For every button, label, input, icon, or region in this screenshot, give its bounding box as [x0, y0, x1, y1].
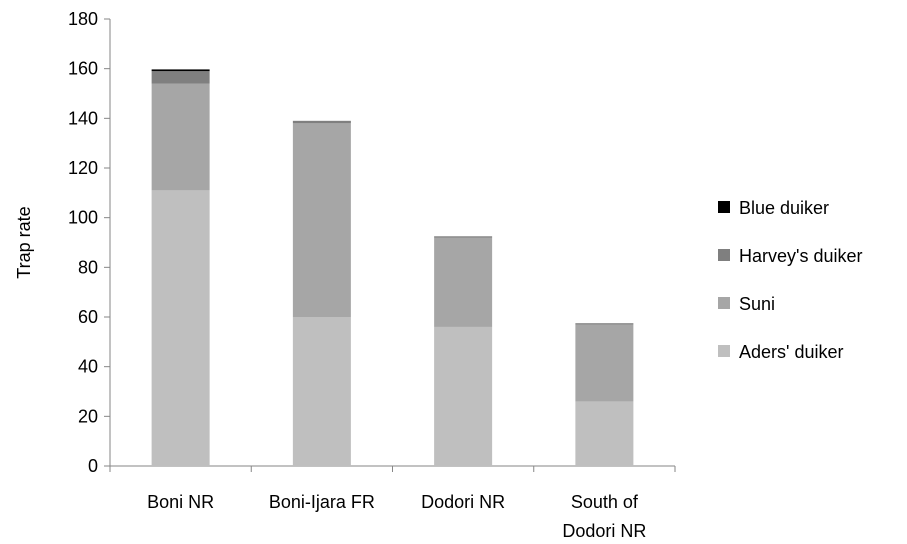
x-tick-label: Boni NR: [147, 492, 214, 512]
y-tick-label: 120: [68, 158, 98, 178]
bar-segment-suni-0: [151, 83, 210, 191]
y-tick-label: 160: [68, 59, 98, 79]
x-tick-label: Dodori NR: [562, 521, 646, 541]
bar-segment-aders-duiker-2: [434, 326, 493, 466]
bar-segment-blue-duiker-0: [151, 69, 210, 72]
bar-segment-suni-3: [575, 324, 634, 402]
bar-segment-aders-duiker-3: [575, 401, 634, 466]
x-tick-label: Boni-Ijara FR: [269, 492, 375, 512]
legend: Blue duiker Harvey's duiker Suni Aders' dui…: [718, 198, 862, 362]
legend-label: Harvey's duiker: [739, 246, 862, 266]
bar-segment-harvey-s-duiker-0: [151, 71, 210, 84]
bar-segment-harvey-s-duiker-1: [292, 120, 351, 124]
bar-segment-aders-duiker-1: [292, 317, 351, 466]
x-axis: [109, 465, 676, 472]
y-tick-label: 80: [78, 257, 98, 277]
legend-swatch: [718, 249, 730, 261]
y-tick-label: 140: [68, 108, 98, 128]
legend-label: Suni: [739, 294, 775, 314]
x-tick-label: Dodori NR: [421, 492, 505, 512]
y-tick-label: 100: [68, 208, 98, 228]
y-tick-label: 180: [68, 9, 98, 29]
legend-label: Aders' duiker: [739, 342, 843, 362]
y-tick-label: 60: [78, 307, 98, 327]
x-tick-labels: Boni NR Boni-Ijara FR Dodori NR South of Dod…: [147, 492, 646, 541]
x-tick-label: South of: [571, 492, 639, 512]
y-tick-label: 40: [78, 357, 98, 377]
legend-swatch: [718, 345, 730, 357]
bar-segment-suni-1: [292, 123, 351, 317]
y-tick-label: 0: [88, 456, 98, 476]
bar-segment-suni-2: [434, 237, 493, 327]
legend-swatch: [718, 297, 730, 309]
y-axis: 0 20 40 60 80 100 120 140 160 180: [68, 9, 111, 476]
y-axis-title: Trap rate: [14, 206, 34, 278]
y-tick-label: 20: [78, 406, 98, 426]
bar-segment-harvey-s-duiker-3: [575, 323, 634, 325]
bars: [151, 69, 634, 466]
legend-swatch: [718, 201, 730, 213]
bar-segment-aders-duiker-0: [151, 190, 210, 466]
legend-label: Blue duiker: [739, 198, 829, 218]
bar-segment-harvey-s-duiker-2: [434, 236, 493, 238]
